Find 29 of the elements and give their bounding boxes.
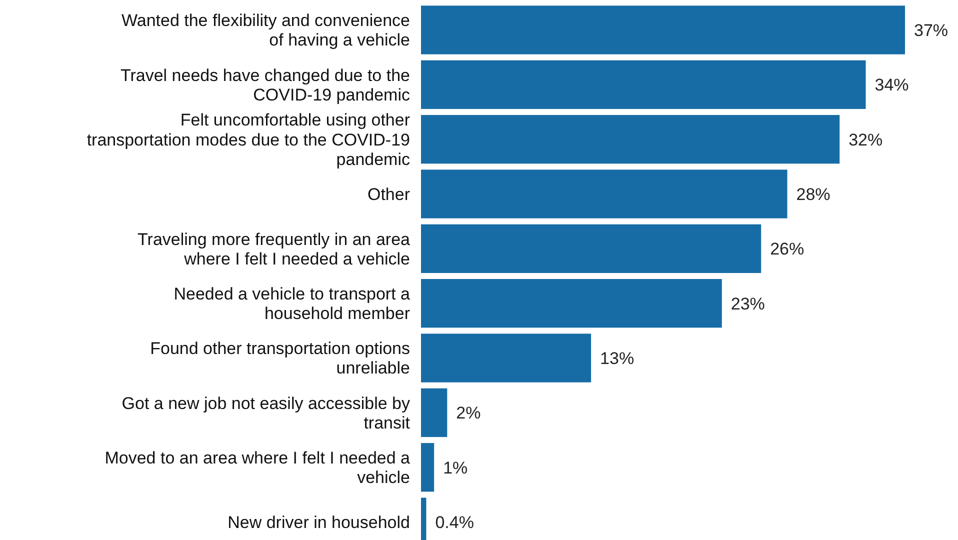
bar	[421, 6, 905, 54]
y-tick-label: Moved to an area where I felt I needed a vehicle	[104, 448, 411, 488]
bar	[421, 443, 434, 492]
data-label: 28%	[796, 184, 830, 204]
data-label: 37%	[914, 20, 948, 40]
data-label: 23%	[730, 294, 765, 314]
bar	[421, 114, 840, 164]
bar	[421, 334, 592, 382]
bar	[421, 170, 788, 218]
data-label: 1%	[443, 458, 468, 478]
data-label: 32%	[848, 130, 883, 150]
y-tick-label: Found other transportation options unreliable	[150, 339, 410, 378]
data-label: 0.4%	[435, 512, 474, 532]
y-tick-label: Traveling more frequently in an area where I felt I needed a vehicle	[138, 230, 411, 268]
bar	[421, 60, 866, 109]
y-tick-label: Travel needs have changed due to the COVID-19 pandemic	[120, 66, 410, 104]
y-tick-label: Wanted the flexibility and convenience of having a vehicle	[121, 11, 410, 50]
data-label: 26%	[770, 240, 804, 259]
bar	[421, 224, 762, 273]
bar	[421, 279, 722, 328]
data-label: 2%	[456, 404, 481, 423]
data-label: 34%	[874, 76, 909, 95]
y-tick-label: Got a new job not easily accessible by transit	[122, 394, 410, 432]
y-tick-label: Other	[367, 184, 410, 204]
bar	[421, 388, 448, 438]
data-label: 13%	[600, 348, 634, 368]
y-tick-label: New driver in household	[228, 512, 410, 532]
y-tick-label: Needed a vehicle to transport a household member	[174, 284, 411, 324]
y-tick-label: Felt uncomfortable using other transportation modes due to the COVID-19 pandemic	[86, 110, 410, 169]
